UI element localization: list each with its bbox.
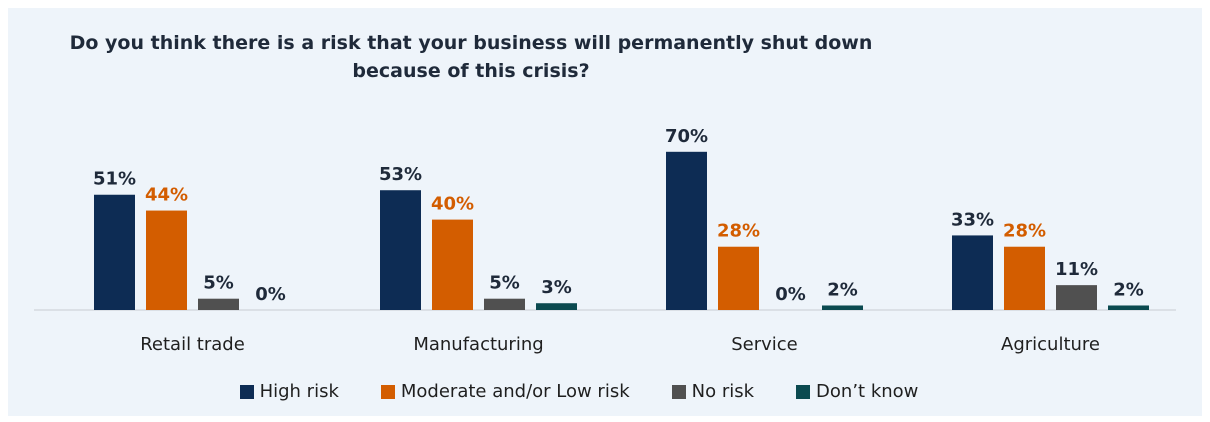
- bar-chart: 51% 44% 5% 0% Retail trade 53% 40% 5% 3% Manufact…: [34, 126, 1176, 355]
- data-label-manufacturing-no-risk: 5%: [489, 273, 520, 294]
- data-label-retail-trade-don-t-know: 0%: [255, 284, 286, 305]
- data-label-manufacturing-don-t-know: 3%: [541, 277, 572, 298]
- chart-panel: [8, 8, 1202, 416]
- x-tick-label-service: Service: [731, 334, 798, 355]
- legend-swatch-dont-know: [796, 385, 811, 399]
- data-label-retail-trade-high-risk: 51%: [93, 169, 136, 190]
- legend-label-high-risk: High risk: [259, 381, 339, 402]
- bar-retail-trade-no-risk: [198, 298, 239, 310]
- bar-agriculture-moderate-and-or-low-risk: [1004, 246, 1045, 310]
- bar-service-high-risk: [666, 151, 707, 310]
- chart-title-line-1: Do you think there is a risk that your b…: [69, 32, 873, 54]
- data-label-service-don-t-know: 2%: [827, 279, 858, 300]
- bar-manufacturing-moderate-and-or-low-risk: [432, 219, 473, 310]
- bar-manufacturing-don-t-know: [536, 303, 577, 310]
- legend-swatch-high-risk: [239, 385, 254, 399]
- legend-label-moderate-low-risk: Moderate and/or Low risk: [400, 381, 630, 402]
- legend-swatch-moderate-low-risk: [380, 385, 395, 399]
- x-tick-label-manufacturing: Manufacturing: [413, 334, 543, 355]
- legend-swatch-no-risk: [671, 385, 686, 399]
- legend-label-dont-know: Don’t know: [816, 381, 919, 402]
- chart-legend: High risk Moderate and/or Low risk No ri…: [0, 380, 1158, 404]
- legend-label-no-risk: No risk: [691, 381, 755, 402]
- legend-item-high-risk: High risk: [239, 380, 339, 404]
- data-label-service-high-risk: 70%: [665, 126, 708, 147]
- legend-item-no-risk: No risk: [671, 380, 755, 404]
- x-tick-label-agriculture: Agriculture: [1001, 334, 1100, 355]
- data-label-service-moderate-and-or-low-risk: 28%: [717, 221, 760, 242]
- bar-manufacturing-high-risk: [380, 190, 421, 310]
- data-label-manufacturing-moderate-and-or-low-risk: 40%: [431, 194, 474, 215]
- bar-retail-trade-high-risk: [94, 194, 135, 310]
- chart-title-line-2: because of this crisis?: [352, 60, 590, 82]
- data-label-agriculture-no-risk: 11%: [1055, 259, 1098, 280]
- bar-manufacturing-no-risk: [484, 298, 525, 310]
- data-label-manufacturing-high-risk: 53%: [379, 164, 422, 185]
- data-label-retail-trade-moderate-and-or-low-risk: 44%: [145, 185, 188, 206]
- data-label-service-no-risk: 0%: [775, 284, 806, 305]
- x-tick-label-retail-trade: Retail trade: [140, 334, 245, 355]
- legend-item-moderate-low-risk: Moderate and/or Low risk: [380, 380, 630, 404]
- chart-title: Do you think there is a risk that your b…: [8, 29, 934, 85]
- data-label-retail-trade-no-risk: 5%: [203, 273, 234, 294]
- bar-agriculture-high-risk: [952, 235, 993, 310]
- bar-service-moderate-and-or-low-risk: [718, 246, 759, 310]
- bar-service-don-t-know: [822, 305, 863, 310]
- data-label-agriculture-moderate-and-or-low-risk: 28%: [1003, 221, 1046, 242]
- bar-agriculture-don-t-know: [1108, 305, 1149, 310]
- data-label-agriculture-don-t-know: 2%: [1113, 279, 1144, 300]
- bar-retail-trade-moderate-and-or-low-risk: [146, 210, 187, 310]
- bar-agriculture-no-risk: [1056, 285, 1097, 310]
- legend-item-dont-know: Don’t know: [796, 380, 918, 404]
- data-label-agriculture-high-risk: 33%: [951, 209, 994, 230]
